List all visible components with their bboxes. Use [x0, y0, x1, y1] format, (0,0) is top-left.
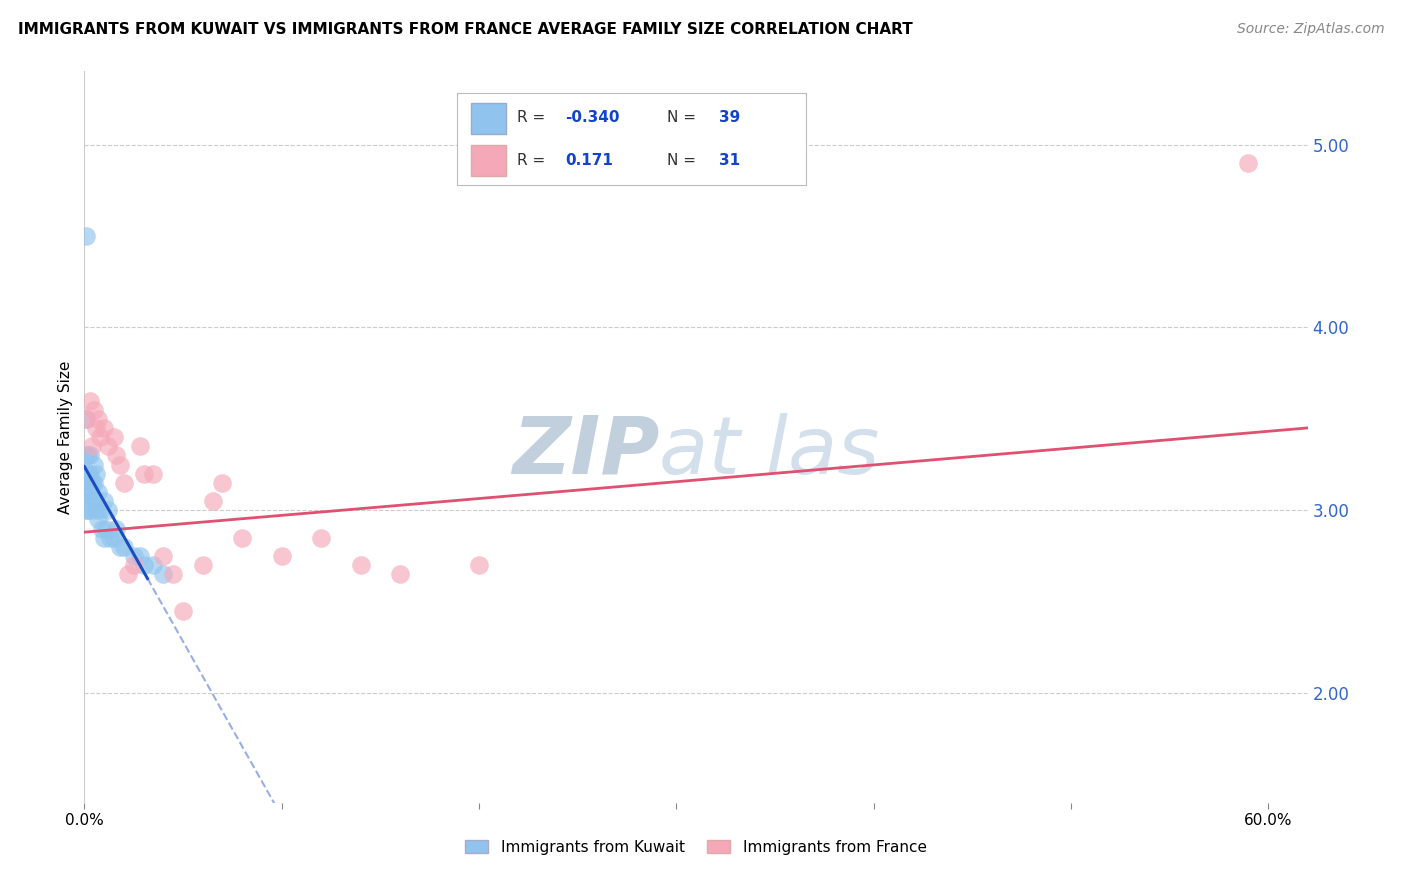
Point — [162, 567, 184, 582]
Point — [83, 458, 105, 472]
Point — [128, 439, 150, 453]
Point — [103, 531, 125, 545]
Point — [142, 467, 165, 481]
Point — [84, 503, 107, 517]
Point — [97, 439, 120, 453]
Point — [89, 430, 111, 444]
Text: Source: ZipAtlas.com: Source: ZipAtlas.com — [1237, 22, 1385, 37]
Point — [132, 467, 155, 481]
Point — [231, 531, 253, 545]
Y-axis label: Average Family Size: Average Family Size — [58, 360, 73, 514]
Point — [211, 475, 233, 490]
Point — [75, 503, 97, 517]
Point — [112, 540, 135, 554]
Point — [77, 484, 100, 499]
Text: ZIP: ZIP — [512, 413, 659, 491]
Point — [91, 521, 114, 535]
Point — [75, 449, 97, 463]
Point — [79, 467, 101, 481]
Point — [132, 558, 155, 573]
Point — [82, 439, 104, 453]
Point — [89, 503, 111, 517]
Point — [108, 458, 131, 472]
Point — [83, 402, 105, 417]
Point — [122, 558, 145, 573]
Point — [97, 503, 120, 517]
Point — [104, 449, 127, 463]
Point — [87, 412, 110, 426]
Point — [75, 412, 97, 426]
Point — [93, 531, 115, 545]
Point — [152, 549, 174, 563]
Point — [77, 467, 100, 481]
Point — [75, 467, 97, 481]
Point — [83, 494, 105, 508]
Point — [94, 521, 117, 535]
Point — [84, 421, 107, 435]
Point — [93, 421, 115, 435]
Point — [79, 484, 101, 499]
Point — [389, 567, 412, 582]
Text: at las: at las — [659, 413, 880, 491]
Point — [82, 475, 104, 490]
Point — [75, 228, 97, 243]
Point — [270, 549, 292, 563]
Text: IMMIGRANTS FROM KUWAIT VS IMMIGRANTS FROM FRANCE AVERAGE FAMILY SIZE CORRELATION: IMMIGRANTS FROM KUWAIT VS IMMIGRANTS FRO… — [18, 22, 912, 37]
Point — [103, 430, 125, 444]
Point — [117, 567, 139, 582]
Point — [98, 531, 121, 545]
Point — [82, 494, 104, 508]
Point — [152, 567, 174, 582]
Point — [201, 494, 224, 508]
Point — [79, 503, 101, 517]
Point — [122, 549, 145, 563]
Point — [128, 549, 150, 563]
Point — [309, 531, 332, 545]
Point — [142, 558, 165, 573]
Legend: Immigrants from Kuwait, Immigrants from France: Immigrants from Kuwait, Immigrants from … — [460, 834, 932, 861]
Point — [75, 412, 97, 426]
Point — [191, 558, 214, 573]
Point — [87, 484, 110, 499]
Point — [108, 540, 131, 554]
Point — [77, 503, 100, 517]
Point — [79, 449, 101, 463]
Point — [83, 475, 105, 490]
Point — [468, 558, 491, 573]
Point — [112, 475, 135, 490]
Point — [104, 521, 127, 535]
Point — [93, 494, 115, 508]
Point — [172, 604, 194, 618]
Point — [75, 484, 97, 499]
Point — [349, 558, 371, 573]
Point — [87, 512, 110, 526]
Point — [84, 467, 107, 481]
Point — [79, 393, 101, 408]
Point — [1237, 155, 1260, 169]
Point — [77, 449, 100, 463]
